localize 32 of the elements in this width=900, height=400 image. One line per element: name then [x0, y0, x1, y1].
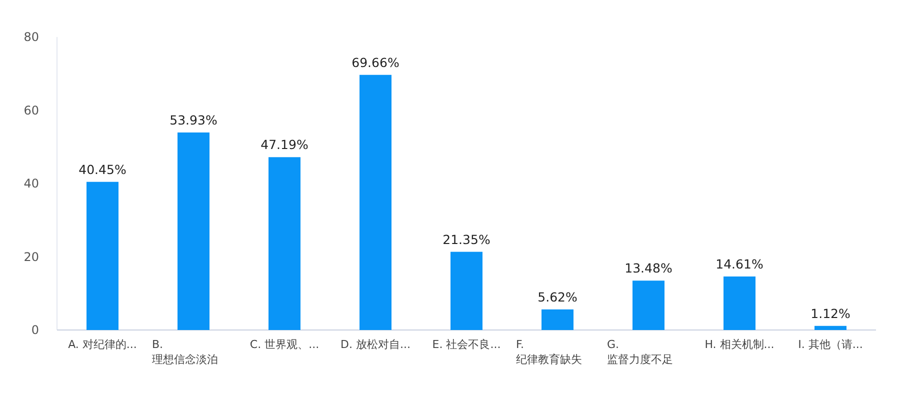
bar: [360, 74, 392, 330]
bar: [268, 157, 300, 330]
x-tick-label: G. 监督力度不足: [607, 338, 673, 366]
x-tick-label: C. 世界观、...: [250, 338, 320, 351]
x-tick-label: E. 社会不良...: [432, 338, 501, 351]
data-label: 53.93%: [170, 112, 218, 128]
x-tick-label: F. 纪律教育缺失: [516, 338, 582, 366]
x-tick-label: H. 相关机制...: [704, 338, 774, 351]
y-tick-label: 80: [24, 30, 39, 44]
data-label: 13.48%: [624, 260, 672, 276]
y-tick-label: 0: [31, 323, 39, 337]
x-tick-label: D. 放松对自...: [340, 338, 410, 351]
y-tick-label: 40: [24, 176, 39, 190]
data-label: 1.12%: [810, 306, 850, 321]
data-label: 5.62%: [538, 289, 578, 304]
data-label: 14.61%: [716, 256, 764, 272]
data-label: 40.45%: [78, 162, 126, 177]
bar: [542, 309, 574, 330]
data-label: 21.35%: [442, 232, 490, 247]
data-label: 69.66%: [352, 54, 400, 70]
bar: [178, 132, 210, 330]
y-tick-label: 60: [24, 103, 39, 118]
x-tick-label: B. 理想信念淡泊: [152, 338, 218, 366]
bar: [450, 252, 482, 330]
bar: [724, 276, 756, 330]
bar: [86, 182, 118, 330]
bar: [632, 280, 664, 330]
y-tick-label: 20: [24, 250, 39, 264]
x-tick-label: I. 其他（请...: [798, 338, 863, 351]
data-label: 47.19%: [260, 137, 308, 152]
x-tick-label: A. 对纪律的...: [68, 338, 137, 351]
bar: [814, 326, 846, 330]
